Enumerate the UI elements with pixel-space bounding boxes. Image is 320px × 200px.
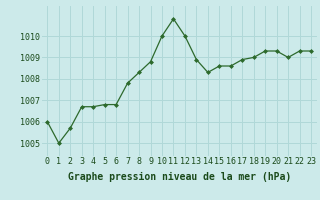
X-axis label: Graphe pression niveau de la mer (hPa): Graphe pression niveau de la mer (hPa) — [68, 172, 291, 182]
